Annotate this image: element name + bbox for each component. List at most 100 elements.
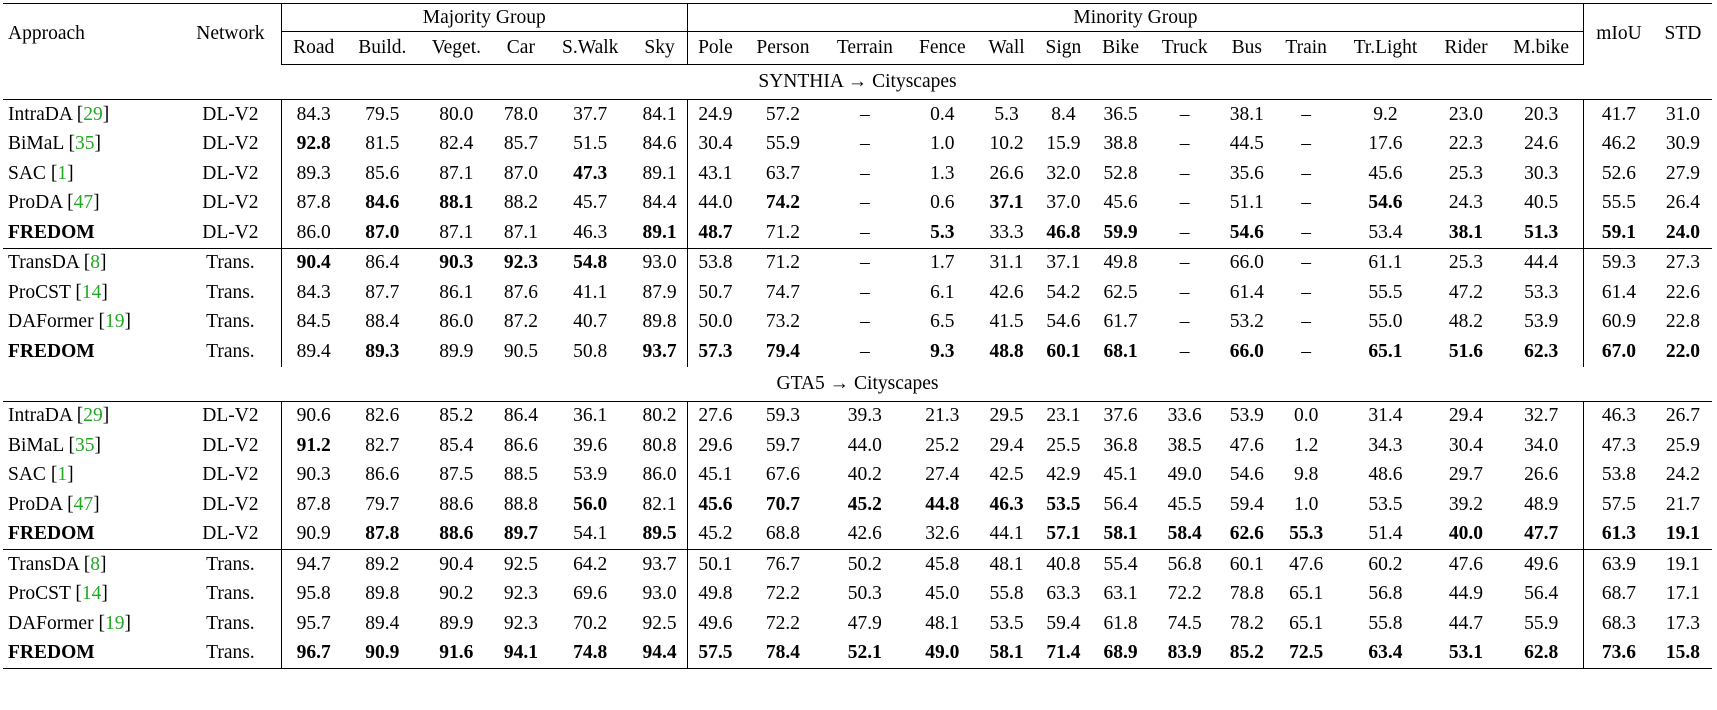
value-cell: 90.3 bbox=[280, 460, 346, 490]
value-cell: 87.8 bbox=[280, 490, 346, 520]
value-cell: 60.1 bbox=[1219, 549, 1274, 580]
value-cell: 53.9 bbox=[1229, 405, 1264, 427]
value-cell: 49.6 bbox=[1499, 549, 1584, 580]
header-network: Network bbox=[180, 3, 282, 65]
value-cell: 53.9 bbox=[573, 464, 608, 486]
value-cell: 46.2 bbox=[1583, 129, 1654, 159]
table-row: FREDOM Trans. 96.7 90.9 91.6 94.1 74.8 94.4 57.5… bbox=[3, 638, 1712, 669]
value-cell: 92.5 bbox=[642, 612, 677, 634]
value-cell: 88.6 bbox=[439, 523, 474, 545]
citation-ref: 19 bbox=[104, 311, 125, 333]
value-cell: 78.4 bbox=[743, 638, 823, 669]
approach-name: TransDA bbox=[8, 553, 79, 575]
value-cell: 17.1 bbox=[1665, 583, 1701, 605]
approach-name: BiMaL bbox=[8, 434, 64, 456]
value-cell: 58.1 bbox=[1103, 523, 1138, 545]
value-cell: – bbox=[1273, 247, 1339, 278]
value-cell: 9.8 bbox=[1293, 464, 1319, 486]
value-cell: 32.7 bbox=[1524, 405, 1559, 427]
table-row: ProCST [14] Trans. 84.3 87.7 86.1 87.6 41.1 87.… bbox=[3, 278, 1712, 308]
citation-ref: 1 bbox=[57, 464, 68, 486]
value-cell: 72.2 bbox=[765, 612, 801, 634]
header-class: M.bike bbox=[1499, 31, 1584, 65]
value-cell: 60.1 bbox=[1046, 340, 1081, 362]
value-cell: 82.1 bbox=[642, 493, 677, 515]
network-cell: Trans. bbox=[206, 311, 255, 333]
value-cell: 86.0 bbox=[642, 464, 677, 486]
value-cell: 43.1 bbox=[686, 159, 743, 189]
approach-cell: BiMaL [35] bbox=[8, 133, 101, 155]
value-cell: – bbox=[859, 311, 870, 333]
value-cell: 81.5 bbox=[365, 133, 400, 155]
value-cell: 67.0 bbox=[1583, 337, 1654, 367]
value-cell: 49.6 bbox=[686, 609, 743, 639]
value-cell: – bbox=[1179, 221, 1190, 243]
section-title: GTA5 → Cityscapes bbox=[3, 366, 1712, 402]
value-cell: 1.0 bbox=[1293, 493, 1319, 515]
value-cell: 52.1 bbox=[822, 638, 907, 669]
value-cell: 49.0 bbox=[1167, 464, 1202, 486]
header-class: Person bbox=[743, 31, 823, 65]
value-cell: 84.5 bbox=[280, 307, 346, 337]
value-cell: 56.8 bbox=[1368, 583, 1403, 605]
header-class: Pole bbox=[686, 31, 743, 65]
value-cell: 79.4 bbox=[765, 340, 801, 362]
value-cell: 25.5 bbox=[1046, 434, 1081, 456]
value-cell: 87.9 bbox=[642, 281, 677, 303]
network-cell: DL-V2 bbox=[202, 405, 259, 427]
table-row: FREDOM DL-V2 90.9 87.8 88.6 89.7 54.1 89.5 45.2 6… bbox=[3, 519, 1712, 550]
value-cell: 55.5 bbox=[1368, 281, 1403, 303]
value-cell: 63.7 bbox=[765, 162, 801, 184]
approach-cell: TransDA [8] bbox=[3, 247, 181, 278]
value-cell: 78.2 bbox=[1229, 612, 1264, 634]
value-cell: 38.1 bbox=[1229, 103, 1264, 125]
value-cell: 67.6 bbox=[765, 464, 801, 486]
citation-ref: 8 bbox=[90, 252, 100, 274]
value-cell: – bbox=[1301, 192, 1311, 214]
value-cell: – bbox=[859, 103, 870, 125]
value-cell: 86.0 bbox=[280, 218, 346, 248]
value-cell: 39.2 bbox=[1448, 493, 1484, 515]
value-cell: 54.6 bbox=[1229, 464, 1264, 486]
value-cell: 53.1 bbox=[1432, 638, 1500, 669]
value-cell: 41.5 bbox=[989, 311, 1024, 333]
value-cell: 45.8 bbox=[906, 549, 978, 580]
value-cell: 49.8 bbox=[1091, 247, 1150, 278]
value-cell: 0.4 bbox=[930, 103, 955, 125]
approach-cell: DAFormer [19] bbox=[8, 612, 131, 634]
value-cell: 59.3 bbox=[1583, 247, 1654, 278]
value-cell: 73.2 bbox=[765, 311, 801, 333]
value-cell: 31.1 bbox=[977, 247, 1036, 278]
value-cell: 92.3 bbox=[493, 247, 549, 278]
value-cell: – bbox=[859, 192, 870, 214]
value-cell: 72.2 bbox=[765, 583, 801, 605]
value-cell: 56.4 bbox=[1524, 583, 1559, 605]
value-cell: 39.3 bbox=[847, 405, 882, 427]
value-cell: 23.0 bbox=[1448, 103, 1484, 125]
value-cell: 74.8 bbox=[548, 638, 633, 669]
value-cell: 62.5 bbox=[1103, 281, 1138, 303]
value-cell: 30.9 bbox=[1665, 133, 1701, 155]
value-cell: 82.7 bbox=[365, 434, 400, 456]
value-cell: 88.8 bbox=[503, 493, 538, 515]
value-cell: 45.5 bbox=[1167, 493, 1202, 515]
network-cell: DL-V2 bbox=[202, 523, 259, 545]
approach-cell: FREDOM bbox=[3, 337, 180, 367]
value-cell: – bbox=[859, 281, 870, 303]
value-cell: 47.9 bbox=[847, 612, 882, 634]
value-cell: 44.0 bbox=[847, 434, 882, 456]
value-cell: 84.3 bbox=[280, 99, 346, 130]
value-cell: 92.8 bbox=[280, 129, 346, 159]
value-cell: 95.8 bbox=[280, 579, 346, 609]
approach-cell: ProDA [47] bbox=[8, 192, 100, 214]
value-cell: 89.5 bbox=[642, 523, 677, 545]
citation-ref: 29 bbox=[83, 405, 103, 427]
approach-name: FREDOM bbox=[8, 221, 95, 243]
value-cell: 31.0 bbox=[1665, 103, 1701, 125]
table-row: SAC [1] DL-V2 89.3 85.6 87.1 87.0 47.3 89.1 43.1… bbox=[3, 159, 1712, 189]
value-cell: 10.2 bbox=[989, 133, 1024, 155]
value-cell: 59.9 bbox=[1103, 221, 1138, 243]
value-cell: – bbox=[1179, 311, 1190, 333]
value-cell: 37.6 bbox=[1103, 405, 1138, 427]
network-cell: Trans. bbox=[206, 612, 255, 634]
